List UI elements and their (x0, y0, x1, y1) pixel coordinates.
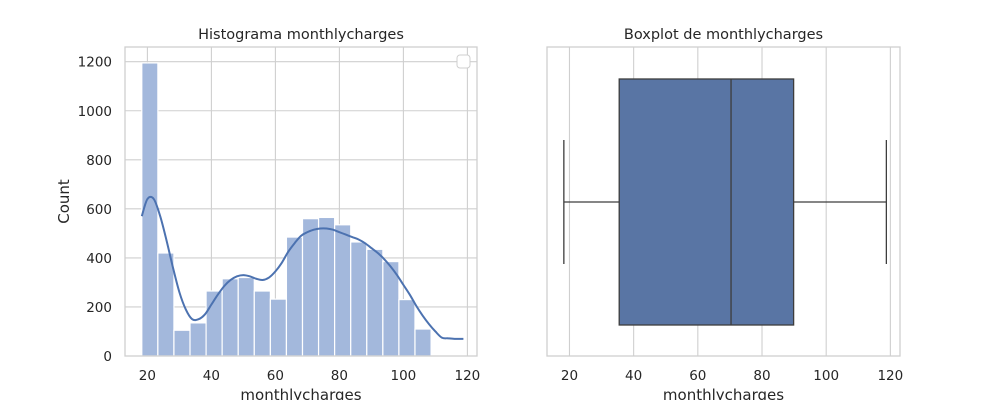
histogram-bar-7 (253, 290, 271, 357)
histogram-bar-8 (269, 298, 288, 357)
boxplot-frame (546, 46, 901, 357)
histogram-panel: 20 40 60 80 100 120 0 200 400 600 800 1000 1200 His… (55, 27, 480, 400)
histogram-grid (125, 47, 477, 357)
histogram-bar-16 (398, 298, 416, 357)
histogram-bar-2 (173, 329, 191, 357)
histogram-y-tick-5: 1000 (78, 104, 112, 120)
histogram-y-ticks: 0 200 400 600 800 1000 1200 (78, 55, 112, 365)
histogram-bar-10 (301, 218, 320, 357)
boxplot-x-tick-2: 60 (689, 368, 706, 384)
histogram-title: Histograma monthlycharges (198, 27, 404, 43)
boxplot-x-ticks: 20 40 60 80 100 120 (561, 368, 903, 384)
boxplot-x-label: monthlycharges (663, 386, 784, 400)
histogram-bars (141, 62, 432, 357)
histogram-bar-5 (221, 278, 239, 357)
histogram-bar-17 (414, 328, 432, 357)
histogram-bar-13 (350, 241, 368, 357)
histogram-bar-14 (366, 248, 384, 357)
histogram-bar-6 (237, 276, 255, 357)
boxplot-x-tick-5: 120 (877, 368, 903, 384)
histogram-bar-11 (317, 216, 336, 357)
histogram-y-tick-3: 600 (86, 202, 112, 218)
histogram-y-label: Count (55, 179, 73, 224)
histogram-bar-3 (189, 322, 207, 357)
histogram-x-tick-5: 120 (455, 368, 481, 384)
histogram-bar-9 (285, 236, 304, 357)
histogram-x-tick-1: 40 (203, 368, 220, 384)
boxplot-x-tick-0: 20 (561, 368, 578, 384)
histogram-y-tick-2: 400 (86, 251, 112, 267)
boxplot-title: Boxplot de monthlycharges (624, 27, 823, 43)
interquartile-box (618, 78, 795, 326)
histogram-bar-1 (157, 252, 175, 357)
histogram-y-tick-1: 200 (86, 300, 112, 316)
boxplot-x-tick-3: 80 (753, 368, 770, 384)
histogram-x-tick-4: 100 (391, 368, 417, 384)
histogram-y-tick-0: 0 (103, 349, 112, 365)
histogram-x-tick-2: 60 (267, 368, 284, 384)
histogram-y-tick-4: 800 (86, 153, 112, 169)
kde-line (140, 195, 464, 340)
histogram-frame (124, 46, 478, 357)
histogram-bar-12 (334, 224, 352, 357)
histogram-y-tick-6: 1200 (78, 55, 112, 71)
histogram-x-tick-3: 80 (331, 368, 348, 384)
histogram-x-ticks: 20 40 60 80 100 120 (139, 368, 480, 384)
legend-box (456, 54, 471, 69)
boxplot-x-tick-4: 100 (813, 368, 839, 384)
histogram-x-label: monthlycharges (240, 386, 361, 400)
histogram-x-tick-0: 20 (139, 368, 156, 384)
boxplot-x-tick-1: 40 (625, 368, 642, 384)
boxplot-panel: 20 40 60 80 100 120 Boxplot de monthlycharges… (546, 27, 903, 400)
